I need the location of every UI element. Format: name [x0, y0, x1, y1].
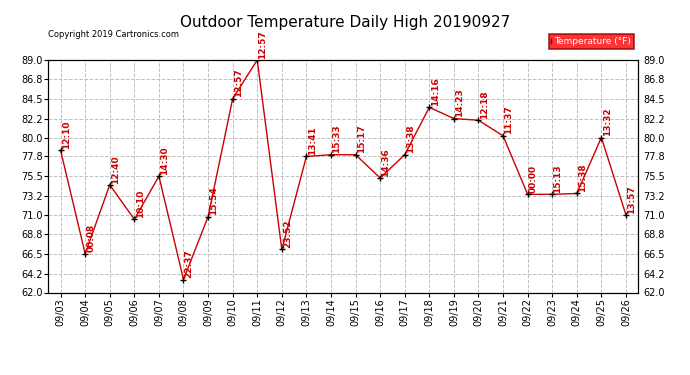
Text: 13:57: 13:57 — [627, 185, 636, 214]
Text: 15:54: 15:54 — [209, 187, 218, 215]
Text: 14:23: 14:23 — [455, 88, 464, 117]
Text: 11:37: 11:37 — [504, 106, 513, 135]
Text: 15:38: 15:38 — [578, 164, 587, 192]
Text: 12:40: 12:40 — [111, 155, 120, 184]
Text: 23:52: 23:52 — [283, 219, 292, 248]
Text: 13:38: 13:38 — [406, 125, 415, 153]
Text: 15:13: 15:13 — [553, 164, 562, 193]
Text: Outdoor Temperature Daily High 20190927: Outdoor Temperature Daily High 20190927 — [180, 15, 510, 30]
Text: 00:08: 00:08 — [86, 224, 95, 252]
Text: 12:57: 12:57 — [259, 30, 268, 59]
Text: 15:33: 15:33 — [332, 125, 342, 153]
Text: 13:41: 13:41 — [308, 126, 317, 155]
Text: 13:32: 13:32 — [602, 108, 611, 136]
Text: 14:36: 14:36 — [382, 148, 391, 177]
Text: 14:16: 14:16 — [431, 77, 440, 106]
Text: 12:18: 12:18 — [480, 90, 489, 119]
Text: 12:57: 12:57 — [234, 69, 243, 98]
Text: 14:30: 14:30 — [160, 146, 169, 175]
Legend: Temperature (°F): Temperature (°F) — [549, 34, 633, 49]
Text: Copyright 2019 Cartronics.com: Copyright 2019 Cartronics.com — [48, 30, 179, 39]
Text: 10:10: 10:10 — [135, 190, 145, 218]
Text: 12:10: 12:10 — [62, 121, 71, 149]
Text: 22:37: 22:37 — [185, 249, 194, 278]
Text: 00:00: 00:00 — [529, 165, 538, 193]
Text: 15:17: 15:17 — [357, 124, 366, 153]
